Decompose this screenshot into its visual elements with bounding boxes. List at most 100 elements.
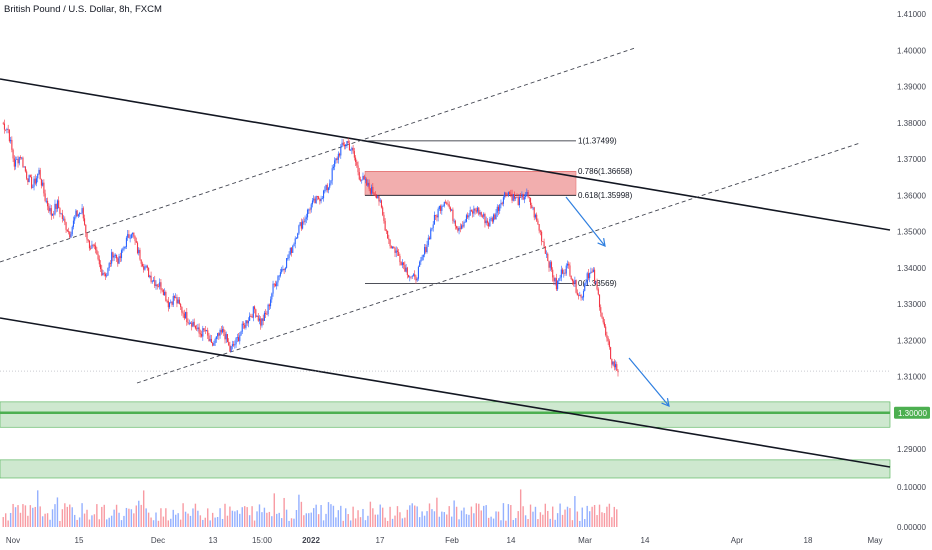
candle [251,313,253,319]
volume-bar [598,504,601,527]
candle [92,243,94,248]
candle [167,296,169,312]
candle [74,215,76,224]
time-tick-label: 13 [209,536,218,545]
volume-bar [39,506,41,527]
volume-bar [214,517,216,527]
candle [141,261,143,268]
candle [189,321,192,324]
candle [148,267,150,278]
candle [80,212,82,215]
candle [31,174,33,190]
volume-bar [483,505,485,527]
candle [157,283,160,288]
candle [398,248,400,256]
candle [332,164,334,171]
volume-bar [189,515,192,527]
candle [83,214,86,226]
volume-bar [603,513,606,527]
volume-bar [24,505,27,527]
volume-bar [426,511,428,527]
volume-bar [357,510,359,527]
volume-bar [492,518,495,527]
candle [550,260,553,272]
candle [120,248,123,262]
candle [262,314,264,326]
volume-bar [256,511,258,527]
candle [155,280,157,290]
candle [454,219,456,230]
candle [590,267,592,274]
volume-bar [7,520,9,527]
volume-bar [396,506,399,527]
candle [574,276,576,287]
candle [128,230,130,239]
candle [315,195,317,204]
candle [515,196,517,202]
candle [427,234,429,247]
candle [302,219,304,230]
candle [428,236,431,240]
candle [249,312,251,322]
volume-bar [56,497,59,527]
candle [493,213,495,224]
candle [448,201,450,210]
arrow-down-2 [628,357,670,407]
candle [185,311,187,319]
candle [534,213,537,220]
candle [379,198,381,204]
candle [395,246,397,258]
time-axis[interactable]: Nov 15 Dec 13 15:00 2022 17 Feb 14 Mar 14 Apr 18 May [6,536,883,545]
volume-bar [379,504,381,527]
candle [13,155,15,171]
candle [336,156,338,164]
volume-bar [101,506,103,527]
volume-bar [110,515,113,527]
candle [71,225,73,237]
volume-bar [460,510,463,527]
volume-bar [369,501,372,527]
candle [404,261,406,272]
candle [419,260,421,268]
candle [63,215,65,221]
volume-bar [611,517,613,527]
candle [209,334,211,342]
candle [258,315,261,325]
candle [364,176,366,184]
candle [319,198,321,205]
candle [616,361,618,371]
candle [90,245,92,251]
volume-bar [280,518,283,527]
candle [357,161,359,176]
candle [198,323,200,338]
candle [187,318,189,325]
candle [127,230,129,241]
candle [85,224,87,238]
candle [311,198,314,208]
candle [257,312,259,322]
volume-bar [539,512,542,527]
candle [387,230,389,239]
candle [408,274,410,278]
candle [274,280,277,287]
candle [453,218,455,224]
volume-bar [478,503,480,527]
volume-bar [495,511,497,527]
candle [373,191,375,196]
candle [611,358,613,369]
volume-bar [404,517,406,527]
candle [188,319,190,326]
candle [45,197,47,204]
candle [440,204,442,214]
candle [135,237,137,244]
candle [308,208,310,214]
candle [183,309,185,321]
candle [162,289,164,296]
volume-tick-label: 0.00000 [897,523,926,532]
candle [582,289,585,301]
volume-bar [446,514,448,527]
volume-bar [510,505,512,527]
price-axis[interactable]: 1.41000 1.40000 1.39000 1.38000 1.37000 1.360… [894,10,930,454]
candle [425,244,427,254]
candle [420,256,422,265]
